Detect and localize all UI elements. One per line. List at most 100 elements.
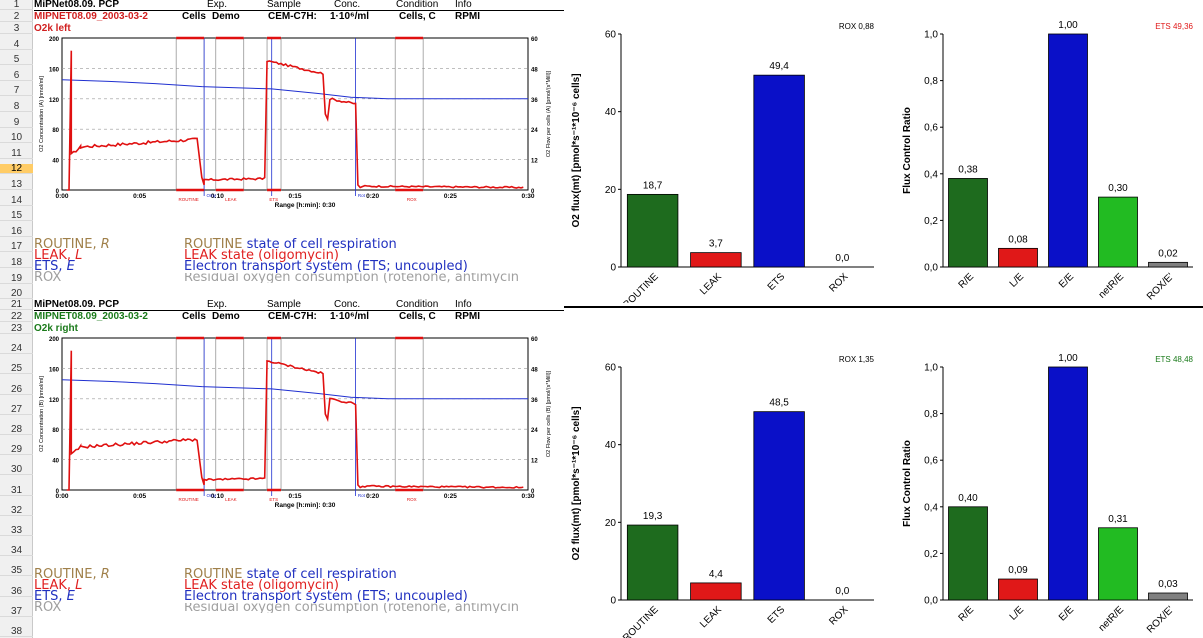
corner-label: ETS 48,48 xyxy=(1155,355,1193,364)
row-header[interactable]: 8 xyxy=(0,102,33,112)
y-tick-label: 0 xyxy=(610,263,616,274)
row-header[interactable]: 36 xyxy=(0,586,33,597)
hdr-condition[interactable]: Condition xyxy=(396,299,439,310)
row-header[interactable]: 10 xyxy=(0,133,33,144)
cells-label[interactable]: Cells xyxy=(182,11,206,22)
row-header[interactable]: 34 xyxy=(0,546,33,557)
row-header[interactable]: 14 xyxy=(0,195,33,206)
row-header[interactable]: 26 xyxy=(0,384,33,395)
conc-value[interactable]: 1·10⁶/ml xyxy=(330,311,370,322)
legend-row-rox[interactable]: ROX xyxy=(34,600,62,615)
row-header[interactable]: 11 xyxy=(0,148,33,159)
file-name[interactable]: MIPNET08.09_2003-03-2 xyxy=(34,11,148,22)
conc-value[interactable]: 1·10⁶/ml xyxy=(330,11,370,22)
event-mark: ETS xyxy=(269,497,278,502)
y-left-tick: 200 xyxy=(49,337,60,343)
row-header[interactable]: 16 xyxy=(0,226,33,237)
row-header[interactable]: 19 xyxy=(0,273,33,284)
row-header[interactable]: 22 xyxy=(0,312,33,322)
row-header[interactable]: 25 xyxy=(0,364,33,375)
legend-row-ets[interactable]: ETS, E xyxy=(34,590,75,603)
data-label: 0,02 xyxy=(1158,248,1178,259)
row-header[interactable]: 18 xyxy=(0,258,33,268)
hdr-condition[interactable]: Condition xyxy=(396,0,439,10)
row-header[interactable]: 4 xyxy=(0,39,33,50)
row-header[interactable]: 3 xyxy=(0,24,33,34)
hdr-exp[interactable]: Exp. xyxy=(207,299,228,310)
chamber-label[interactable]: O2k right xyxy=(34,323,78,334)
hdr-sample[interactable]: Sample xyxy=(267,299,301,310)
legend-desc-leak[interactable]: LEAK state (oligomycin) xyxy=(184,248,339,263)
row-header[interactable]: 30 xyxy=(0,465,33,476)
condition-value[interactable]: Cells, C xyxy=(399,11,436,22)
row-header[interactable]: 38 xyxy=(0,627,33,637)
row-header[interactable]: 24 xyxy=(0,344,33,355)
y-left-tick: 160 xyxy=(49,67,60,73)
info-value[interactable]: RPMI xyxy=(455,11,480,22)
row-header[interactable]: 37 xyxy=(0,606,33,617)
hdr-info[interactable]: Info xyxy=(455,299,472,310)
hdr-conc[interactable]: Conc. xyxy=(334,299,361,310)
chamber-label[interactable]: O2k left xyxy=(34,23,71,34)
y-tick-label: 0,6 xyxy=(924,456,938,467)
corner-label: ETS 49,36 xyxy=(1155,22,1193,31)
row-header[interactable]: 13 xyxy=(0,180,33,190)
legend-desc-leak[interactable]: LEAK state (oligomycin) xyxy=(184,578,339,593)
legend-desc-rox[interactable]: Residual oxygen consumption (rotenone, a… xyxy=(184,603,520,613)
hdr-exp[interactable]: Exp. xyxy=(207,0,228,10)
y-tick-label: 0,0 xyxy=(924,596,938,607)
condition-value[interactable]: Cells, C xyxy=(399,311,436,322)
legend-row-leak[interactable]: LEAK, L xyxy=(34,248,83,263)
row-header[interactable]: 31 xyxy=(0,485,33,496)
exp-value[interactable]: Demo xyxy=(212,11,240,22)
legend-row-routine[interactable]: ROUTINE, R xyxy=(34,238,110,251)
row-header[interactable]: 15 xyxy=(0,211,33,222)
y-left-tick: 40 xyxy=(52,459,59,465)
legend-row-routine[interactable]: ROUTINE, R xyxy=(34,568,110,581)
row-header[interactable]: 1 xyxy=(0,0,33,10)
legend-desc-rox[interactable]: Residual oxygen consumption (rotenone, a… xyxy=(184,273,520,283)
row-header[interactable]: 21 xyxy=(0,300,33,310)
legend-row-ets[interactable]: ETS, E xyxy=(34,260,75,273)
row-header[interactable]: 27 xyxy=(0,404,33,415)
y-tick-label: 1,0 xyxy=(924,363,938,374)
sample-value[interactable]: CEM-C7H: xyxy=(268,311,317,322)
hdr-info[interactable]: Info xyxy=(455,0,472,10)
row-header[interactable]: 35 xyxy=(0,566,33,577)
x-tick: 0:05 xyxy=(133,493,146,500)
row-header[interactable]: 17 xyxy=(0,242,33,253)
block-title[interactable]: MiPNet08.09. PCP xyxy=(34,299,120,310)
hdr-sample[interactable]: Sample xyxy=(267,0,301,10)
row-header[interactable]: 9 xyxy=(0,117,33,128)
legend-desc-ets[interactable]: Electron transport system (ETS; uncouple… xyxy=(184,589,468,604)
row-header[interactable]: 6 xyxy=(0,70,33,81)
row-header[interactable]: 2 xyxy=(0,12,33,22)
legend-desc-routine[interactable]: ROUTINE state of cell respiration xyxy=(184,568,397,581)
legend-row-leak[interactable]: LEAK, L xyxy=(34,579,82,592)
info-value[interactable]: RPMI xyxy=(455,311,480,322)
category-label: netR/E xyxy=(1097,271,1127,301)
bar xyxy=(753,74,805,268)
row-header[interactable]: 32 xyxy=(0,505,33,516)
hdr-conc[interactable]: Conc. xyxy=(334,0,361,10)
legend-desc-ets[interactable]: Electron transport system (ETS; uncouple… xyxy=(184,259,468,274)
row-header[interactable]: 12 xyxy=(0,164,33,175)
file-name[interactable]: MIPNET08.09_2003-03-2 xyxy=(34,311,148,322)
category-label: ROUTINE xyxy=(621,604,661,638)
cells-label[interactable]: Cells xyxy=(182,311,206,322)
row-header[interactable]: 33 xyxy=(0,526,33,536)
row-header[interactable]: 29 xyxy=(0,445,33,456)
row-header[interactable]: 28 xyxy=(0,425,33,435)
legend-row-rox[interactable]: ROX xyxy=(34,270,62,285)
sample-value[interactable]: CEM-C7H: xyxy=(268,11,317,22)
row-header[interactable]: 7 xyxy=(0,86,33,97)
x-tick: 0:15 xyxy=(288,193,301,200)
row-header[interactable]: 23 xyxy=(0,324,33,334)
legend-desc-routine[interactable]: ROUTINE state of cell respiration xyxy=(184,238,397,251)
exp-value[interactable]: Demo xyxy=(212,311,240,322)
legend-symbol: L xyxy=(75,248,83,263)
row-header[interactable]: 20 xyxy=(0,289,33,300)
row-header[interactable]: 5 xyxy=(0,55,33,66)
block-title[interactable]: MiPNet08.09. PCP xyxy=(34,0,120,10)
corner-label: ROX 0,88 xyxy=(839,22,875,31)
